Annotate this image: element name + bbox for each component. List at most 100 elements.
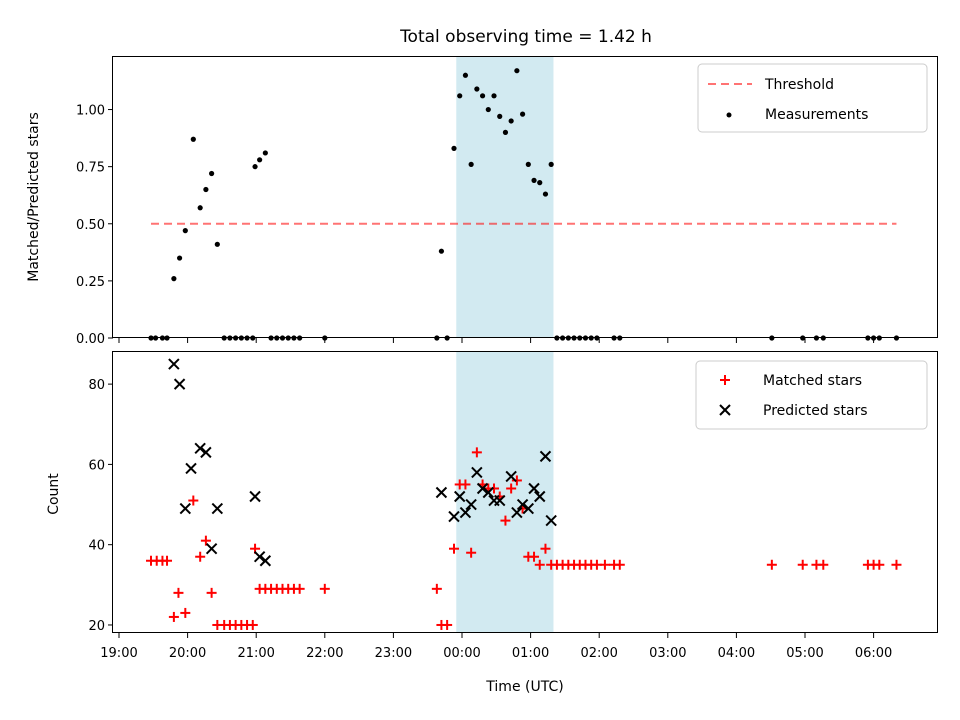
predicted-star-marker: [545, 514, 557, 527]
measurement-point: [176, 255, 183, 261]
measurement-point: [451, 145, 457, 151]
predicted-star-stroke-b: [205, 542, 218, 555]
predicted-star-marker: [435, 486, 448, 499]
x-tick-label: 20:00: [169, 646, 206, 661]
matched-star-marker: [529, 551, 540, 562]
predicted-star-stroke-b: [259, 555, 272, 567]
measurement-point: [171, 276, 177, 282]
matched-star-marker: [200, 535, 211, 546]
matched-star-marker: [319, 583, 330, 594]
predicted-star-marker: [194, 442, 206, 455]
x-tick-label: 02:00: [580, 646, 617, 661]
predicted-star-marker: [173, 378, 186, 390]
matched-star-marker: [766, 559, 777, 570]
x-tick-label: 22:00: [306, 646, 343, 661]
top-panel: Total observing time = 1.42 h 0.000.250.…: [26, 27, 938, 347]
chart-title: Total observing time = 1.42 h: [399, 27, 652, 47]
matched-star-marker: [448, 543, 459, 554]
predicted-stars-points: [168, 358, 557, 567]
matched-star-marker: [534, 559, 545, 570]
predicted-star-marker: [179, 502, 192, 515]
top-y-axis-label: Matched/Predicted stars: [26, 112, 42, 282]
predicted-star-marker: [185, 462, 197, 475]
matched-star-marker: [247, 619, 258, 630]
predicted-star-stroke-b: [194, 442, 206, 455]
measurement-point: [438, 248, 445, 254]
predicted-star-stroke-b: [476, 482, 489, 495]
predicted-star-stroke-b: [173, 378, 186, 390]
matched-star-marker: [162, 555, 173, 566]
measurement-point: [537, 180, 543, 186]
predicted-star-stroke-b: [249, 490, 261, 503]
bottom-y-tick-label: 80: [88, 378, 105, 393]
legend-predicted-swatch: [719, 404, 731, 416]
matched-star-marker: [500, 515, 511, 526]
predicted-star-stroke-b: [511, 506, 523, 519]
x-tick-label: 23:00: [375, 646, 412, 661]
predicted-star-marker: [211, 502, 224, 515]
predicted-star-marker: [528, 482, 540, 495]
measurement-point: [479, 93, 486, 99]
predicted-star-stroke-b: [211, 502, 224, 515]
predicted-star-stroke-b: [522, 502, 535, 515]
bottom-y-axis-label: Count: [46, 473, 62, 515]
predicted-star-stroke-b: [516, 498, 529, 511]
matched-star-marker: [874, 559, 885, 570]
predicted-star-marker: [494, 494, 506, 507]
top-axes-frame: [112, 56, 938, 338]
x-tick-label: 01:00: [512, 646, 549, 661]
bottom-y-tick-label: 20: [88, 619, 105, 634]
top-y-ticks: 0.00 0.25 0.50 0.75 1.00: [76, 104, 113, 347]
predicted-star-marker: [471, 466, 483, 479]
matched-star-marker: [471, 447, 482, 458]
measurement-point: [542, 191, 549, 197]
predicted-star-stroke-b: [471, 466, 483, 479]
top-legend-box: [697, 63, 928, 133]
matched-star-marker: [431, 583, 442, 594]
legend-measurements-label: Measurements: [765, 107, 868, 123]
predicted-star-marker: [259, 555, 272, 567]
matched-star-marker: [173, 587, 184, 598]
legend-predicted-label: Predicted stars: [763, 403, 868, 419]
measurement-point: [525, 161, 531, 167]
predicted-star-stroke-b: [200, 446, 212, 459]
bottom-y-ticks: 20 40 60 80: [88, 378, 113, 634]
predicted-star-marker: [476, 482, 489, 495]
measurement-point: [508, 118, 514, 124]
bottom-panel: 20 40 60 80 19:00 20:00 21:00 22:00 23:00 00:00 0…: [46, 351, 938, 695]
top-y-tick-label: 0.75: [76, 161, 105, 176]
predicted-star-stroke-b: [185, 462, 197, 475]
legend-matched-swatch: [720, 375, 730, 385]
bottom-legend-box: [695, 360, 928, 430]
x-tick-label: 05:00: [786, 646, 823, 661]
matched-star-marker: [195, 551, 206, 562]
predicted-star-marker: [168, 358, 180, 370]
predicted-star-stroke-b: [179, 502, 192, 515]
x-tick-label: 21:00: [237, 646, 274, 661]
top-shaded-span: [456, 57, 554, 338]
predicted-star-stroke-b: [545, 514, 557, 527]
predicted-star-stroke-b: [435, 486, 448, 499]
measurement-point: [262, 150, 268, 156]
measurement-point: [182, 228, 188, 234]
measurement-point: [497, 113, 503, 119]
predicted-star-marker: [200, 446, 212, 459]
measurement-point: [474, 86, 480, 92]
matched-star-marker: [599, 559, 610, 570]
x-tick-label: 00:00: [443, 646, 480, 661]
matched-star-marker: [460, 479, 471, 490]
predicted-star-stroke-b: [253, 551, 266, 563]
predicted-star-marker: [522, 502, 535, 515]
matched-star-marker: [489, 483, 500, 494]
top-y-tick-label: 0.25: [76, 275, 105, 290]
predicted-star-marker: [249, 490, 261, 503]
matched-star-marker: [466, 547, 477, 558]
matched-star-marker: [891, 559, 902, 570]
predicted-star-marker: [448, 510, 460, 523]
legend-threshold-label: Threshold: [764, 77, 834, 93]
matched-star-marker: [294, 583, 305, 594]
predicted-star-marker: [459, 506, 472, 519]
predicted-star-marker: [534, 490, 546, 503]
bottom-y-tick-label: 60: [88, 458, 105, 473]
